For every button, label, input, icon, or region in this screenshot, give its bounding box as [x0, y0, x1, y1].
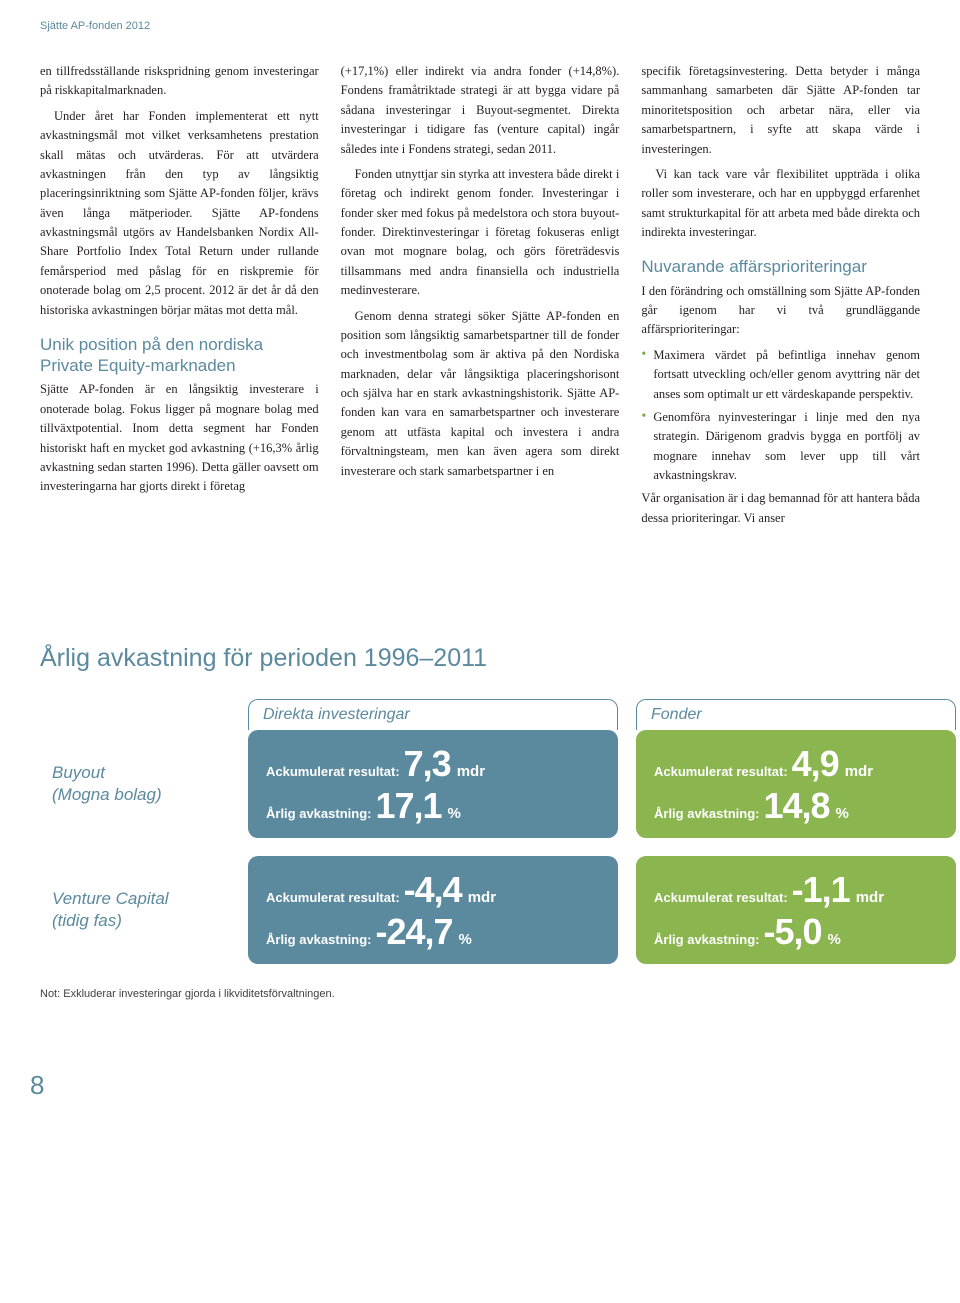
label-annual: Årlig avkastning: — [654, 932, 759, 947]
unit-mdr: mdr — [856, 889, 884, 906]
row-label-buyout: Buyout (Mogna bolag) — [40, 730, 230, 838]
chart-grid: Direkta investeringar Fonder Buyout (Mog… — [40, 699, 920, 964]
card-buyout-funds: Ackumulerat resultat: 4,9 mdr Årlig avka… — [636, 730, 956, 838]
chart-title: Årlig avkastning för perioden 1996–2011 — [40, 644, 920, 673]
unit-pct: % — [836, 805, 849, 822]
unit-mdr: mdr — [457, 763, 485, 780]
page-header: Sjätte AP-fonden 2012 — [40, 20, 920, 32]
value-accumulated: -4,4 — [404, 872, 462, 908]
column-1: en tillfredsställande riskspridning geno… — [40, 62, 319, 534]
value-annual: -24,7 — [375, 914, 452, 950]
section-subhead: Nuvarande affärsprioriteringar — [641, 256, 920, 277]
paragraph: Vår organisation är i dag bemannad för a… — [641, 489, 920, 528]
value-annual: 14,8 — [763, 788, 829, 824]
paragraph: Under året har Fonden implementerat ett … — [40, 107, 319, 320]
card-venture-funds: Ackumulerat resultat: -1,1 mdr Årlig avk… — [636, 856, 956, 964]
paragraph: specifik företagsinvestering. Detta bety… — [641, 62, 920, 159]
column-header-funds: Fonder — [636, 699, 956, 730]
paragraph: Fonden utnyttjar sin styrka att invester… — [341, 165, 620, 301]
paragraph: I den förändring och omställning som Sjä… — [641, 282, 920, 340]
unit-pct: % — [448, 805, 461, 822]
chart-note: Not: Exkluderar investeringar gjorda i l… — [40, 988, 920, 1000]
label-annual: Årlig avkastning: — [654, 806, 759, 821]
returns-chart: Årlig avkastning för perioden 1996–2011 … — [40, 644, 920, 1000]
card-venture-direct: Ackumulerat resultat: -4,4 mdr Årlig avk… — [248, 856, 618, 964]
section-subhead: Unik position på den nordiska Private Eq… — [40, 334, 319, 377]
paragraph: (+17,1%) eller indirekt via andra fonder… — [341, 62, 620, 159]
column-header-direct: Direkta investeringar — [248, 699, 618, 730]
card-buyout-direct: Ackumulerat resultat: 7,3 mdr Årlig avka… — [248, 730, 618, 838]
label-accumulated: Ackumulerat resultat: — [266, 890, 400, 905]
label-accumulated: Ackumulerat resultat: — [266, 764, 400, 779]
bullet-item: Maximera värdet på befintliga innehav ge… — [641, 346, 920, 404]
unit-pct: % — [459, 931, 472, 948]
paragraph: Genom denna strategi söker Sjätte AP-fon… — [341, 307, 620, 481]
value-annual: 17,1 — [375, 788, 441, 824]
column-3: specifik företagsinvestering. Detta bety… — [641, 62, 920, 534]
label-accumulated: Ackumulerat resultat: — [654, 764, 788, 779]
value-accumulated: 7,3 — [404, 746, 451, 782]
bullet-list: Maximera värdet på befintliga innehav ge… — [641, 346, 920, 486]
value-annual: -5,0 — [763, 914, 821, 950]
bullet-item: Genomföra nyinvesteringar i linje med de… — [641, 408, 920, 486]
paragraph: Vi kan tack vare vår flexibilitet uppträ… — [641, 165, 920, 243]
blank-cell — [40, 699, 230, 712]
body-text-columns: en tillfredsställande riskspridning geno… — [40, 62, 920, 534]
page-number: 8 — [30, 1070, 920, 1101]
label-accumulated: Ackumulerat resultat: — [654, 890, 788, 905]
value-accumulated: 4,9 — [792, 746, 839, 782]
unit-pct: % — [828, 931, 841, 948]
column-2: (+17,1%) eller indirekt via andra fonder… — [341, 62, 620, 534]
row-label-venture: Venture Capital (tidig fas) — [40, 856, 230, 964]
unit-mdr: mdr — [845, 763, 873, 780]
paragraph: Sjätte AP-fonden är en långsiktig invest… — [40, 380, 319, 496]
label-annual: Årlig avkastning: — [266, 932, 371, 947]
unit-mdr: mdr — [468, 889, 496, 906]
paragraph: en tillfredsställande riskspridning geno… — [40, 62, 319, 101]
label-annual: Årlig avkastning: — [266, 806, 371, 821]
value-accumulated: -1,1 — [792, 872, 850, 908]
